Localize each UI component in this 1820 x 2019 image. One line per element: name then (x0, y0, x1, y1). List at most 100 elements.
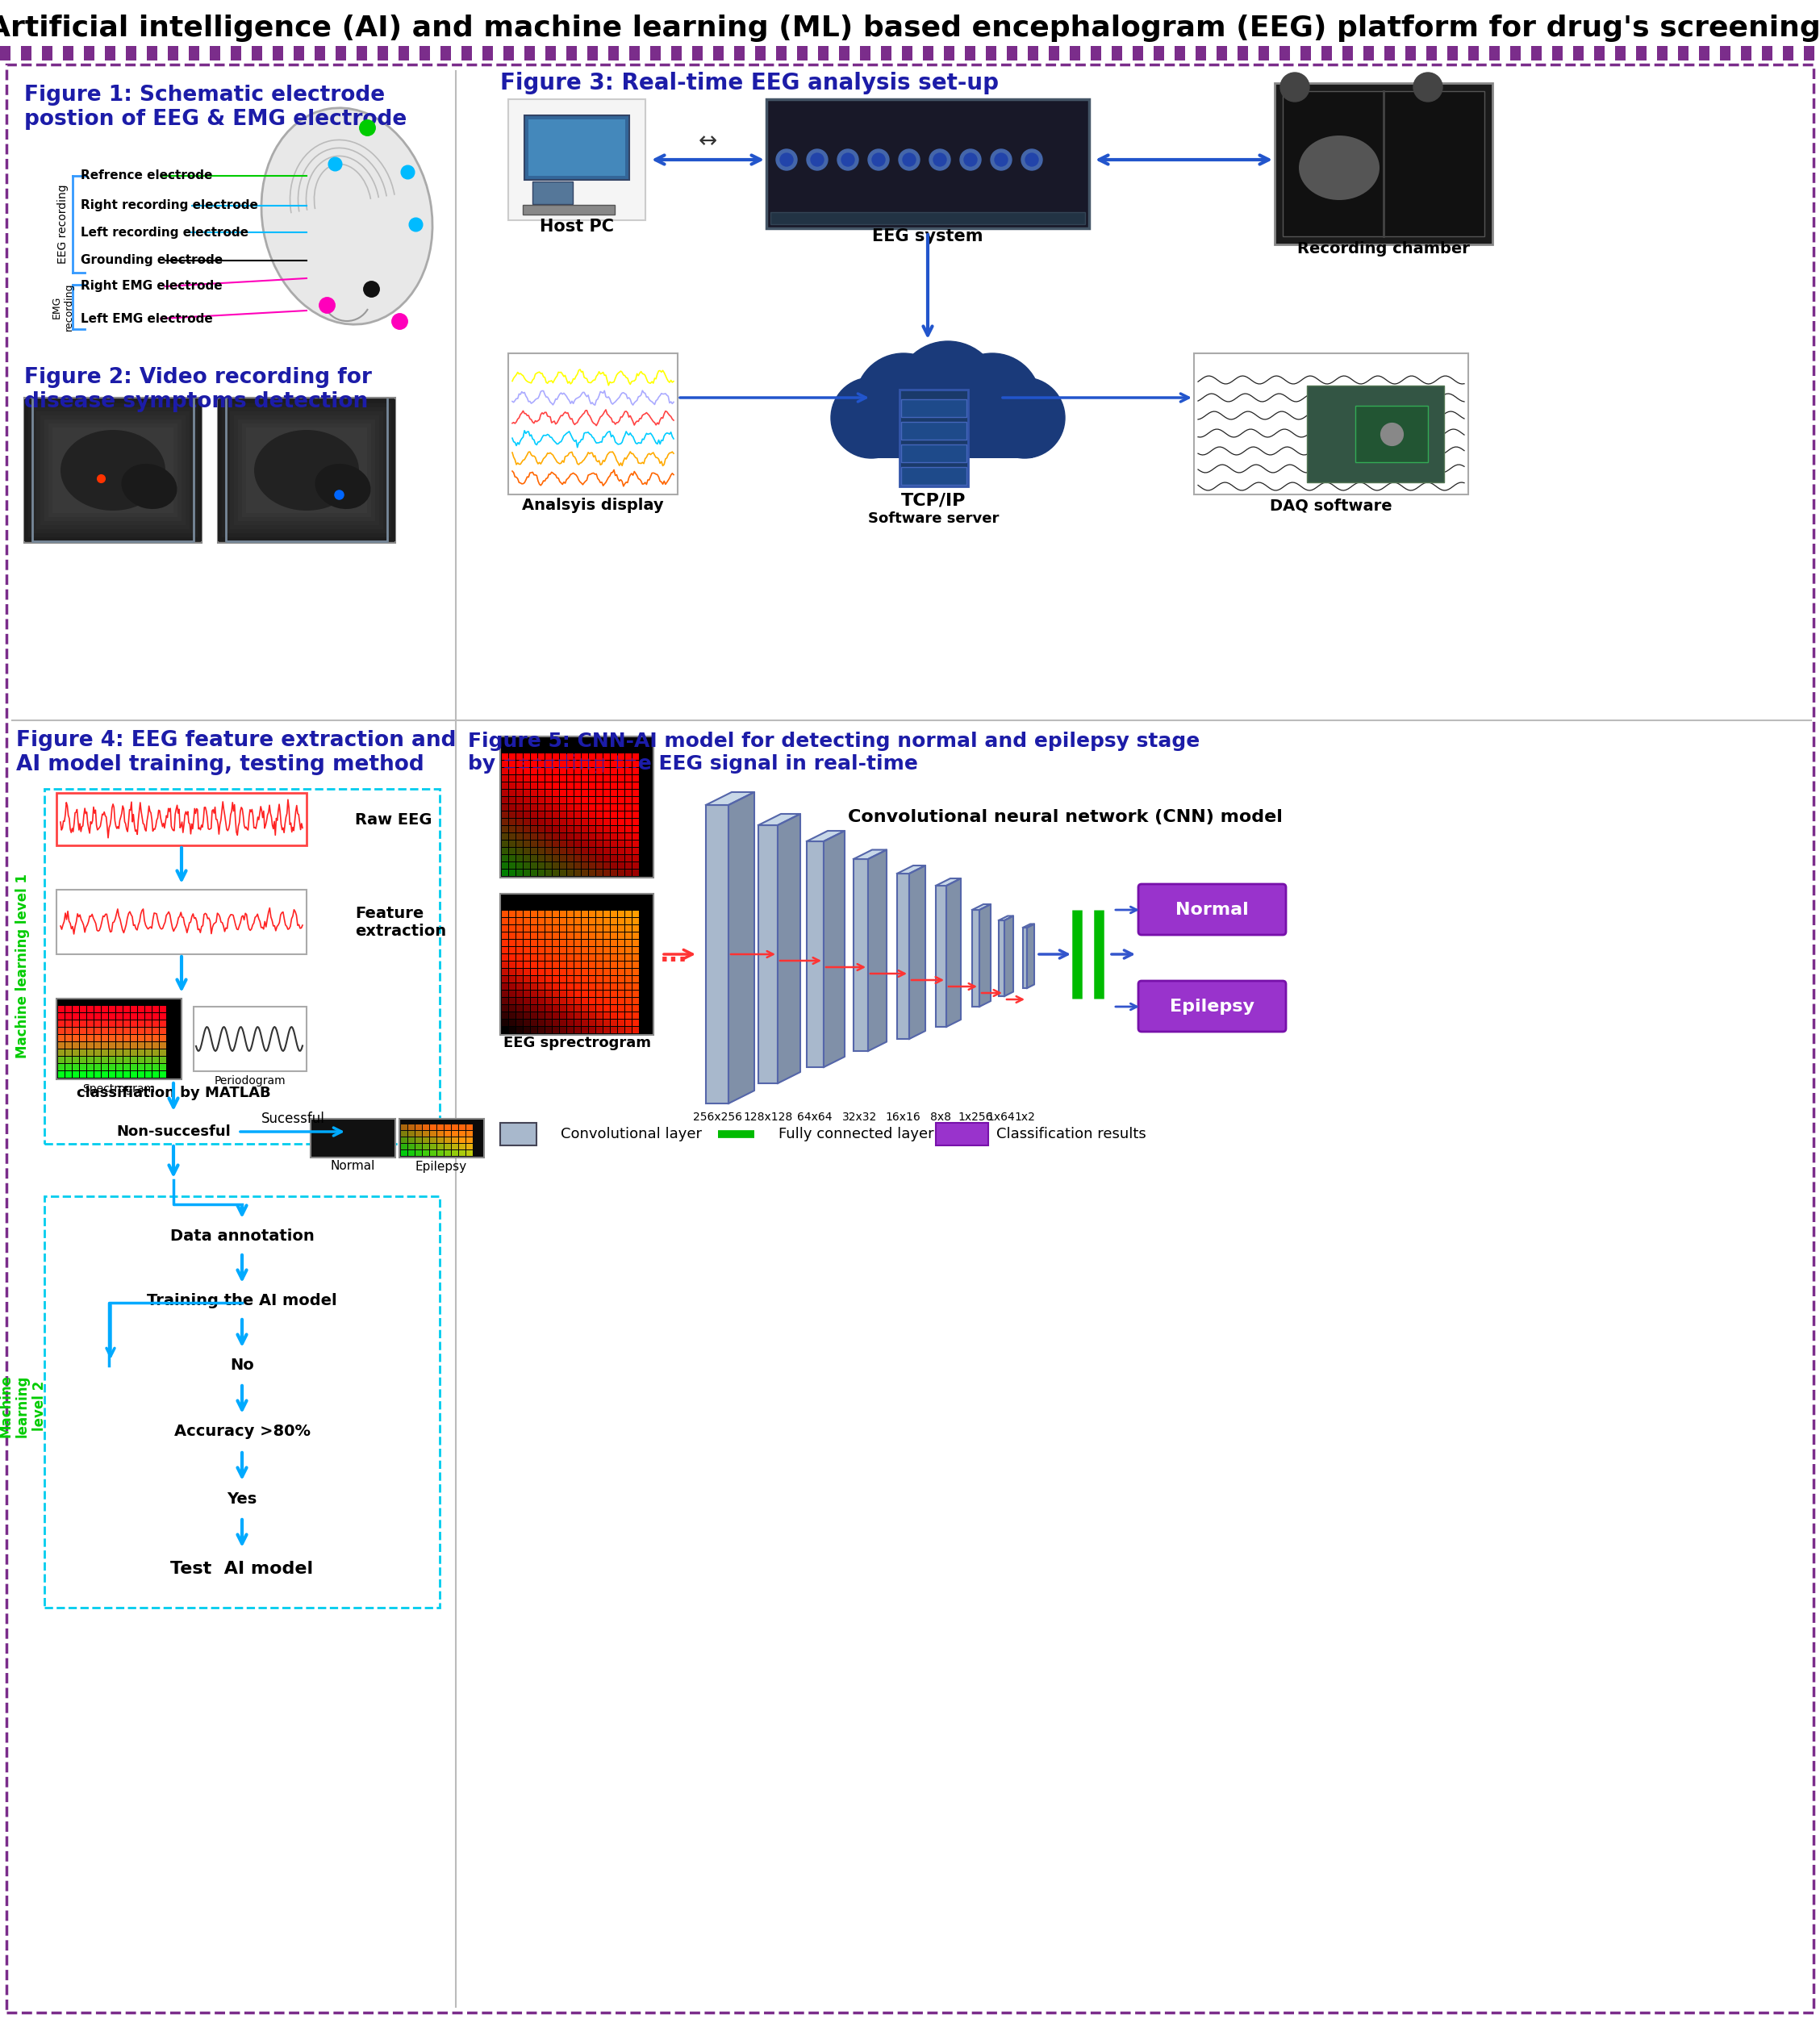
Bar (626, 1012, 632, 1020)
Bar (539, 753, 544, 759)
Bar (502, 789, 508, 795)
Bar (619, 1005, 624, 1012)
Bar (510, 933, 515, 939)
Bar (510, 767, 515, 775)
Bar (419, 46, 430, 61)
Bar (546, 775, 551, 781)
Bar (399, 1119, 484, 1157)
Bar (597, 804, 602, 812)
Bar (1194, 353, 1469, 495)
Bar (510, 955, 515, 961)
Bar (116, 1042, 122, 1048)
Bar (553, 783, 559, 789)
Bar (619, 925, 624, 931)
Bar (839, 46, 850, 61)
Bar (153, 1056, 158, 1064)
Bar (242, 424, 371, 517)
Bar (546, 975, 551, 983)
Bar (619, 1028, 624, 1034)
Bar (568, 775, 573, 781)
Polygon shape (706, 791, 753, 806)
Bar (124, 1072, 129, 1078)
Circle shape (1025, 153, 1037, 166)
Bar (604, 775, 610, 781)
Text: Convolutional layer: Convolutional layer (561, 1127, 703, 1141)
Bar (131, 1064, 136, 1070)
Bar (531, 840, 537, 846)
Bar (582, 834, 588, 840)
Circle shape (1279, 73, 1309, 101)
Bar (231, 46, 242, 61)
Bar (633, 848, 639, 854)
Bar (575, 955, 581, 961)
Bar (575, 798, 581, 804)
Bar (546, 761, 551, 767)
Bar (575, 804, 581, 812)
Bar (229, 412, 384, 529)
Bar (612, 767, 617, 775)
Bar (626, 925, 632, 931)
Bar (633, 933, 639, 939)
Bar (502, 826, 508, 832)
Bar (553, 848, 559, 854)
Bar (508, 353, 677, 495)
Text: classifiation by MATLAB: classifiation by MATLAB (76, 1086, 271, 1100)
Text: ...: ... (659, 943, 688, 965)
Bar (575, 961, 581, 967)
Bar (539, 783, 544, 789)
Bar (619, 848, 624, 854)
Bar (153, 1064, 158, 1070)
Bar (633, 753, 639, 759)
Bar (590, 862, 595, 868)
Bar (582, 840, 588, 846)
Bar (633, 834, 639, 840)
Bar (633, 1005, 639, 1012)
Bar (612, 753, 617, 759)
Bar (524, 919, 530, 925)
Bar (131, 1042, 136, 1048)
Bar (517, 1005, 522, 1012)
Bar (630, 46, 641, 61)
Ellipse shape (60, 430, 166, 511)
Bar (553, 911, 559, 917)
Bar (44, 789, 440, 1145)
Bar (510, 775, 515, 781)
Bar (546, 991, 551, 997)
Bar (408, 1125, 415, 1131)
Bar (87, 1064, 93, 1070)
Bar (502, 820, 508, 826)
Bar (531, 975, 537, 983)
Bar (553, 969, 559, 975)
Bar (153, 1050, 158, 1056)
Bar (167, 46, 178, 61)
Bar (502, 975, 508, 983)
Bar (539, 870, 544, 876)
Bar (531, 826, 537, 832)
Bar (590, 783, 595, 789)
Bar (619, 955, 624, 961)
Bar (553, 1020, 559, 1026)
Bar (568, 969, 573, 975)
Bar (524, 1005, 530, 1012)
Bar (626, 1020, 632, 1026)
Bar (626, 862, 632, 868)
Text: Right recording electrode: Right recording electrode (80, 200, 258, 212)
Bar (597, 939, 602, 947)
Bar (502, 925, 508, 931)
Bar (626, 761, 632, 767)
Bar (597, 826, 602, 832)
Bar (604, 983, 610, 989)
Bar (582, 783, 588, 789)
Bar (633, 789, 639, 795)
Bar (553, 834, 559, 840)
Bar (102, 1042, 107, 1048)
Bar (612, 939, 617, 947)
Bar (597, 919, 602, 925)
Bar (633, 804, 639, 812)
Bar (138, 1064, 144, 1070)
Bar (546, 798, 551, 804)
Bar (510, 925, 515, 931)
Bar (633, 761, 639, 767)
Bar (1572, 46, 1583, 61)
Bar (138, 1005, 144, 1012)
